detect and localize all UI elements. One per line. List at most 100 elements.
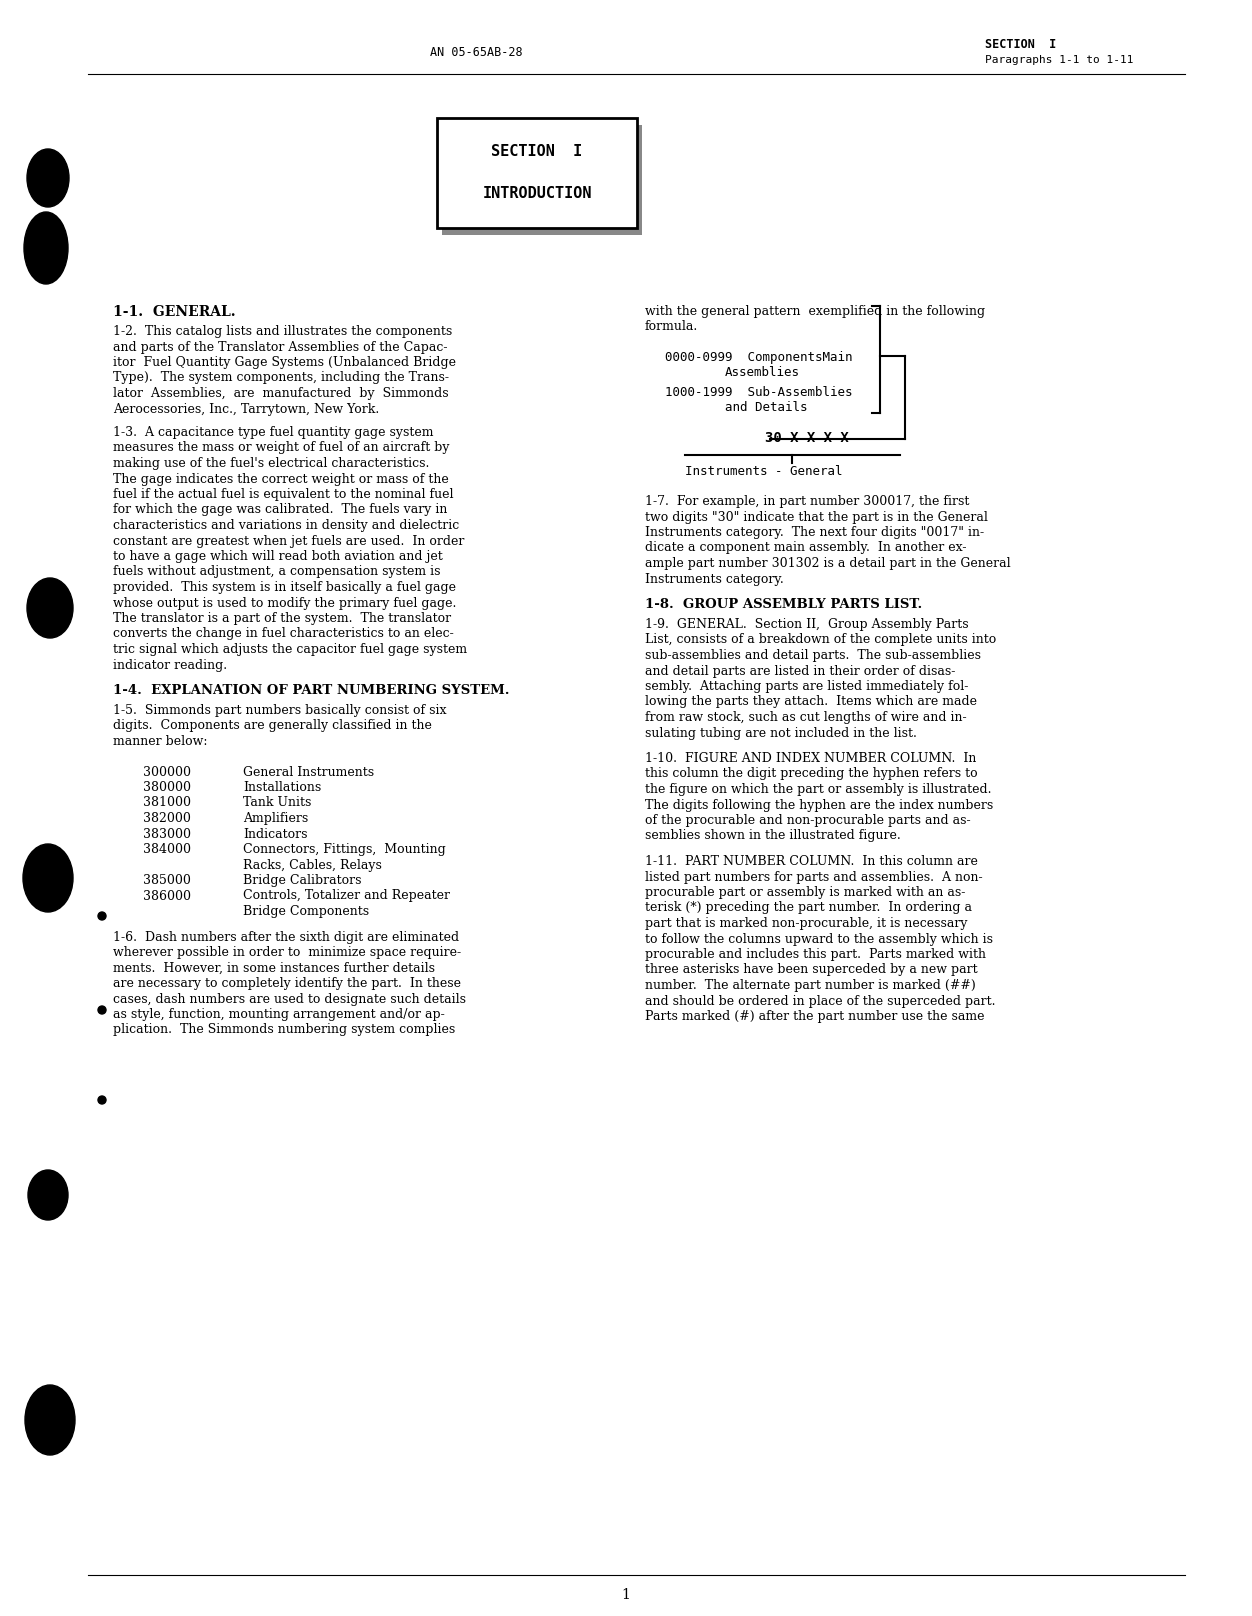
Ellipse shape	[28, 579, 73, 638]
Text: lator  Assemblies,  are  manufactured  by  Simmonds: lator Assemblies, are manufactured by Si…	[113, 386, 448, 401]
Text: terisk (*) preceding the part number.  In ordering a: terisk (*) preceding the part number. In…	[645, 902, 972, 915]
Text: 1-2.  This catalog lists and illustrates the components: 1-2. This catalog lists and illustrates …	[113, 325, 452, 338]
Text: as style, function, mounting arrangement and/or ap-: as style, function, mounting arrangement…	[113, 1008, 444, 1021]
Text: 382000: 382000	[143, 811, 190, 826]
Text: this column the digit preceding the hyphen refers to: this column the digit preceding the hyph…	[645, 768, 978, 781]
Text: part that is marked non-procurable, it is necessary: part that is marked non-procurable, it i…	[645, 916, 968, 929]
Text: Assemblies: Assemblies	[725, 365, 800, 380]
Ellipse shape	[28, 1170, 68, 1220]
Text: 385000: 385000	[143, 874, 190, 887]
Text: List, consists of a breakdown of the complete units into: List, consists of a breakdown of the com…	[645, 633, 997, 646]
Text: 1-10.  FIGURE AND INDEX NUMBER COLUMN.  In: 1-10. FIGURE AND INDEX NUMBER COLUMN. In	[645, 751, 977, 764]
Text: sembly.  Attaching parts are listed immediately fol-: sembly. Attaching parts are listed immed…	[645, 680, 968, 693]
Text: constant are greatest when jet fuels are used.  In order: constant are greatest when jet fuels are…	[113, 535, 464, 548]
Text: General Instruments: General Instruments	[243, 766, 374, 779]
Text: 1: 1	[621, 1589, 631, 1601]
Text: Parts marked (#) after the part number use the same: Parts marked (#) after the part number u…	[645, 1010, 984, 1023]
Text: Instruments - General: Instruments - General	[685, 465, 843, 478]
Text: itor  Fuel Quantity Gage Systems (Unbalanced Bridge: itor Fuel Quantity Gage Systems (Unbalan…	[113, 356, 456, 368]
Circle shape	[98, 1007, 106, 1013]
Text: and parts of the Translator Assemblies of the Capac-: and parts of the Translator Assemblies o…	[113, 341, 447, 354]
Text: ments.  However, in some instances further details: ments. However, in some instances furthe…	[113, 962, 434, 974]
Text: wherever possible in order to  minimize space require-: wherever possible in order to minimize s…	[113, 945, 461, 958]
Text: listed part numbers for parts and assemblies.  A non-: listed part numbers for parts and assemb…	[645, 871, 983, 884]
Text: 383000: 383000	[143, 827, 192, 840]
Text: INTRODUCTION: INTRODUCTION	[482, 186, 592, 200]
Text: sub-assemblies and detail parts.  The sub-assemblies: sub-assemblies and detail parts. The sub…	[645, 650, 982, 663]
Ellipse shape	[23, 844, 73, 911]
Text: Connectors, Fittings,  Mounting: Connectors, Fittings, Mounting	[243, 844, 446, 856]
Text: The gage indicates the correct weight or mass of the: The gage indicates the correct weight or…	[113, 472, 448, 485]
Text: 1-9.  GENERAL.  Section II,  Group Assembly Parts: 1-9. GENERAL. Section II, Group Assembly…	[645, 617, 969, 630]
Ellipse shape	[24, 212, 68, 284]
Text: for which the gage was calibrated.  The fuels vary in: for which the gage was calibrated. The f…	[113, 504, 447, 517]
Text: fuels without adjustment, a compensation system is: fuels without adjustment, a compensation…	[113, 566, 441, 579]
Text: 386000: 386000	[143, 889, 192, 902]
Text: to have a gage which will read both aviation and jet: to have a gage which will read both avia…	[113, 549, 443, 562]
Text: Aerocessories, Inc., Tarrytown, New York.: Aerocessories, Inc., Tarrytown, New York…	[113, 402, 379, 415]
Text: The digits following the hyphen are the index numbers: The digits following the hyphen are the …	[645, 798, 993, 811]
Ellipse shape	[28, 149, 69, 207]
FancyBboxPatch shape	[437, 118, 637, 228]
Text: Indicators: Indicators	[243, 827, 308, 840]
Text: Bridge Calibrators: Bridge Calibrators	[243, 874, 362, 887]
Text: are necessary to completely identify the part.  In these: are necessary to completely identify the…	[113, 978, 461, 991]
Text: 1-4.  EXPLANATION OF PART NUMBERING SYSTEM.: 1-4. EXPLANATION OF PART NUMBERING SYSTE…	[113, 684, 510, 696]
Text: two digits "30" indicate that the part is in the General: two digits "30" indicate that the part i…	[645, 511, 988, 524]
Text: sulating tubing are not included in the list.: sulating tubing are not included in the …	[645, 727, 916, 740]
Text: 1-8.  GROUP ASSEMBLY PARTS LIST.: 1-8. GROUP ASSEMBLY PARTS LIST.	[645, 598, 923, 611]
Text: with the general pattern  exemplified in the following: with the general pattern exemplified in …	[645, 305, 985, 318]
Text: AN 05-65AB-28: AN 05-65AB-28	[429, 45, 522, 58]
Text: provided.  This system is in itself basically a fuel gage: provided. This system is in itself basic…	[113, 582, 456, 595]
Text: 0000-0999  ComponentsMain: 0000-0999 ComponentsMain	[665, 351, 853, 364]
Text: number.  The alternate part number is marked (##): number. The alternate part number is mar…	[645, 979, 975, 992]
Text: dicate a component main assembly.  In another ex-: dicate a component main assembly. In ano…	[645, 541, 967, 554]
Text: to follow the columns upward to the assembly which is: to follow the columns upward to the asse…	[645, 932, 993, 945]
Text: Type).  The system components, including the Trans-: Type). The system components, including …	[113, 372, 449, 385]
Text: fuel if the actual fuel is equivalent to the nominal fuel: fuel if the actual fuel is equivalent to…	[113, 488, 453, 501]
Text: 380000: 380000	[143, 781, 192, 793]
Text: indicator reading.: indicator reading.	[113, 658, 227, 672]
Text: Instruments category.: Instruments category.	[645, 572, 784, 585]
Text: Paragraphs 1-1 to 1-11: Paragraphs 1-1 to 1-11	[985, 55, 1133, 65]
Text: of the procurable and non-procurable parts and as-: of the procurable and non-procurable par…	[645, 814, 970, 827]
Text: manner below:: manner below:	[113, 735, 208, 748]
Text: 30 X X X X: 30 X X X X	[765, 431, 849, 444]
Text: Tank Units: Tank Units	[243, 797, 312, 810]
Text: 1-7.  For example, in part number 300017, the first: 1-7. For example, in part number 300017,…	[645, 494, 969, 507]
FancyBboxPatch shape	[442, 124, 642, 234]
Text: 1000-1999  Sub-Assemblies: 1000-1999 Sub-Assemblies	[665, 386, 853, 399]
Text: 381000: 381000	[143, 797, 192, 810]
Text: plication.  The Simmonds numbering system complies: plication. The Simmonds numbering system…	[113, 1023, 456, 1036]
Text: making use of the fuel's electrical characteristics.: making use of the fuel's electrical char…	[113, 457, 429, 470]
Text: 1-6.  Dash numbers after the sixth digit are eliminated: 1-6. Dash numbers after the sixth digit …	[113, 931, 459, 944]
Ellipse shape	[25, 1385, 75, 1454]
Text: 1-1.  GENERAL.: 1-1. GENERAL.	[113, 305, 235, 318]
Text: 300000: 300000	[143, 766, 192, 779]
Circle shape	[98, 911, 106, 920]
Text: Controls, Totalizer and Repeater: Controls, Totalizer and Repeater	[243, 889, 449, 902]
Text: three asterisks have been superceded by a new part: three asterisks have been superceded by …	[645, 963, 978, 976]
Text: Installations: Installations	[243, 781, 322, 793]
Text: digits.  Components are generally classified in the: digits. Components are generally classif…	[113, 719, 432, 732]
Text: tric signal which adjusts the capacitor fuel gage system: tric signal which adjusts the capacitor …	[113, 643, 467, 656]
Text: characteristics and variations in density and dielectric: characteristics and variations in densit…	[113, 519, 459, 532]
Text: procurable part or assembly is marked with an as-: procurable part or assembly is marked wi…	[645, 886, 965, 898]
Text: SECTION  I: SECTION I	[985, 37, 1057, 50]
Text: Racks, Cables, Relays: Racks, Cables, Relays	[243, 858, 382, 871]
Text: ample part number 301302 is a detail part in the General: ample part number 301302 is a detail par…	[645, 558, 1010, 570]
Text: procurable and includes this part.  Parts marked with: procurable and includes this part. Parts…	[645, 949, 987, 962]
Text: 1-5.  Simmonds part numbers basically consist of six: 1-5. Simmonds part numbers basically con…	[113, 705, 447, 718]
Text: SECTION  I: SECTION I	[491, 144, 582, 158]
Text: cases, dash numbers are used to designate such details: cases, dash numbers are used to designat…	[113, 992, 466, 1005]
Text: measures the mass or weight of fuel of an aircraft by: measures the mass or weight of fuel of a…	[113, 441, 449, 454]
Text: formula.: formula.	[645, 320, 699, 333]
Text: whose output is used to modify the primary fuel gage.: whose output is used to modify the prima…	[113, 596, 457, 609]
Text: Bridge Components: Bridge Components	[243, 905, 369, 918]
Text: from raw stock, such as cut lengths of wire and in-: from raw stock, such as cut lengths of w…	[645, 711, 967, 724]
Text: and detail parts are listed in their order of disas-: and detail parts are listed in their ord…	[645, 664, 955, 677]
Text: and Details: and Details	[725, 401, 808, 414]
Text: semblies shown in the illustrated figure.: semblies shown in the illustrated figure…	[645, 829, 900, 842]
Text: The translator is a part of the system.  The translator: The translator is a part of the system. …	[113, 612, 451, 625]
Text: lowing the parts they attach.  Items which are made: lowing the parts they attach. Items whic…	[645, 695, 977, 708]
